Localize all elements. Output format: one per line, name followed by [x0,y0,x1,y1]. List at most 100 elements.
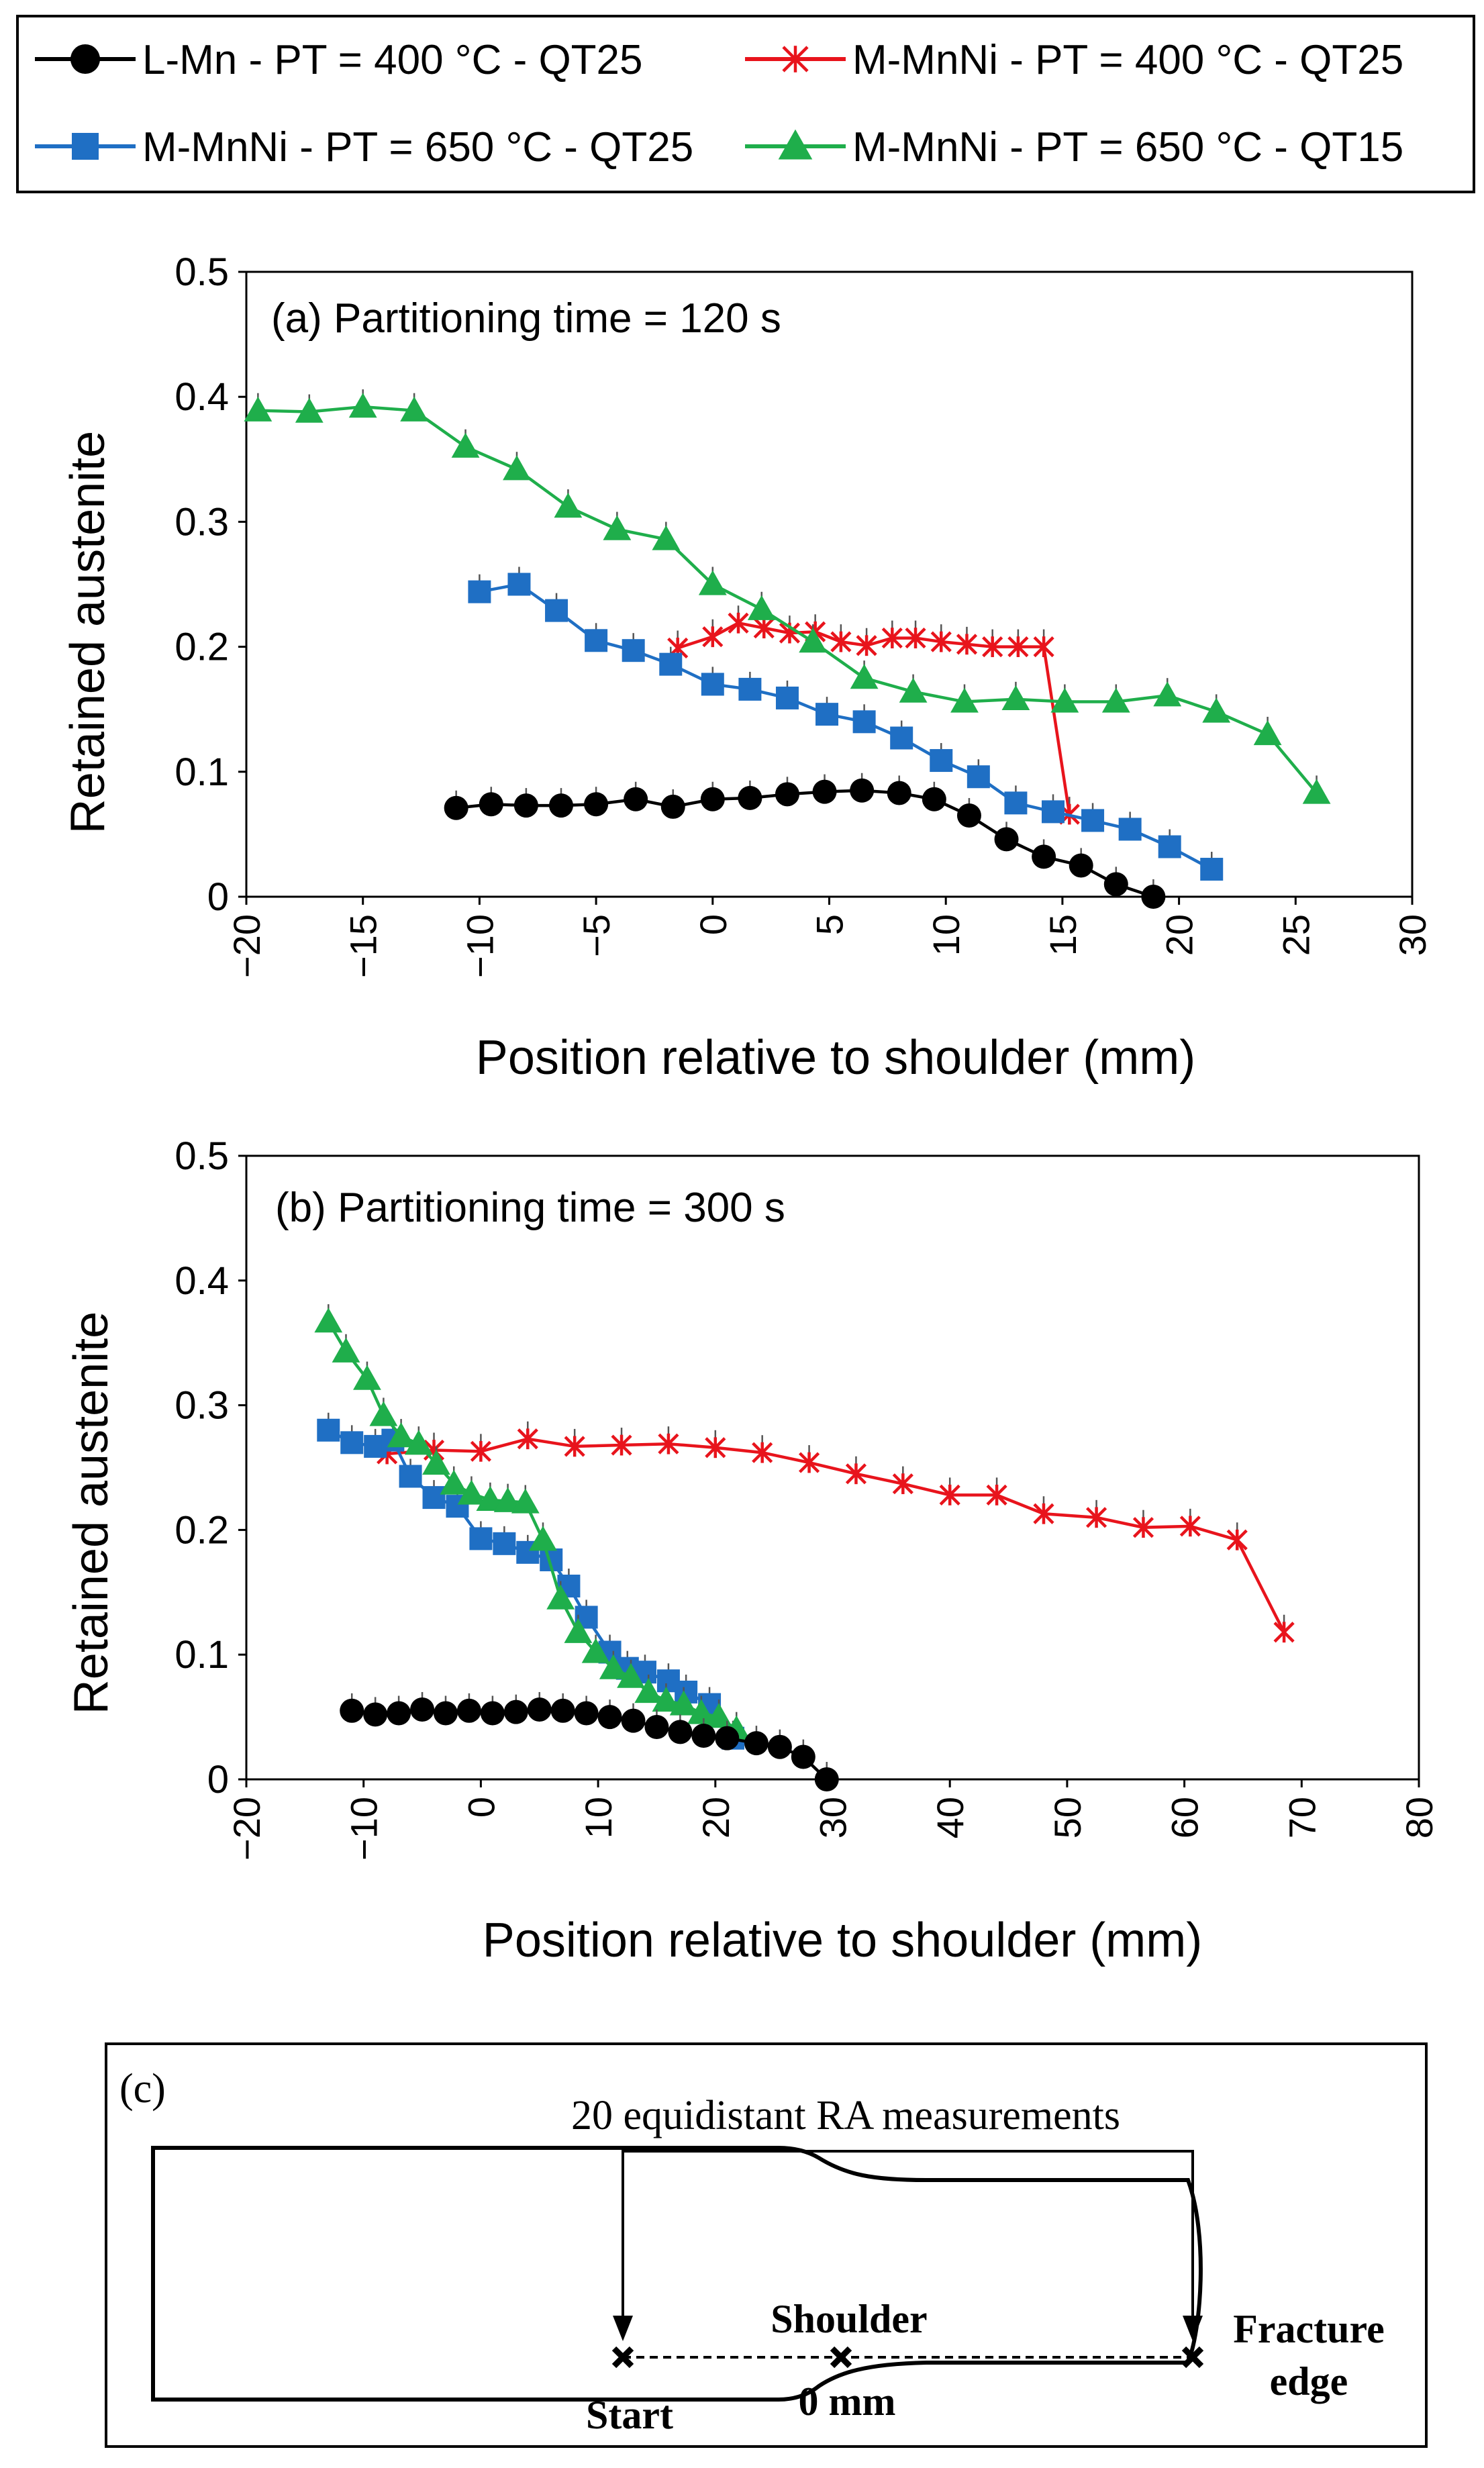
point-0-0-6 [660,794,685,819]
point-1-3-19 [652,1687,681,1712]
fracture-label-line1: Fracture [1233,2307,1384,2351]
panel-b-xlabel: Position relative to shoulder (mm) [483,1914,1202,1967]
point-0-0-17 [1069,853,1093,878]
legend-marker-1 [782,46,809,72]
point-0-2-3 [585,629,608,652]
point-1-0-13 [644,1714,669,1739]
point-1-3-5 [404,1430,433,1455]
point-1-1-6 [658,1433,679,1454]
measurement-bracket [622,2150,1194,2329]
point-1-1-4 [564,1436,585,1457]
point-0-0-3 [548,793,573,818]
point-1-0-1 [363,1702,388,1727]
point-0-2-4 [622,639,645,662]
point-0-3-18 [1153,681,1182,707]
point-1-0-8 [527,1697,552,1722]
point-0-1-7 [856,635,877,656]
series-line-1-1 [387,1437,1286,1633]
point-0-3-16 [1050,687,1079,713]
y-tick-label-1-1: 0.1 [175,1633,229,1677]
point-1-2-4 [399,1465,422,1488]
point-0-3-0 [244,396,273,422]
x-tick-label-1-10: 80 [1398,1797,1440,1838]
point-0-2-7 [738,677,762,701]
point-0-0-18 [1103,872,1128,897]
point-0-0-19 [1141,885,1166,909]
shoulder-marker [830,2346,852,2369]
legend-item-1: M-MnNi - PT = 400 °C - QT25 [745,37,1403,83]
point-1-2-7 [469,1527,493,1550]
legend-label-0: L-Mn - PT = 400 °C - QT25 [142,37,643,83]
point-0-3-20 [1253,720,1282,746]
point-1-3-1 [332,1337,360,1363]
arrow-start [613,2316,633,2341]
point-0-2-14 [1004,791,1028,815]
specimen-outline [151,2146,1203,2402]
point-1-3-21 [687,1699,715,1724]
point-0-2-18 [1158,835,1181,858]
point-1-0-12 [621,1708,646,1733]
panel-a: 00.10.20.30.40.5−20 −15 −10 −5 0 5 10 15 20 25 30 … [61,250,1434,1085]
start-marker [611,2346,634,2369]
point-1-2-8 [493,1532,516,1555]
point-0-0-4 [584,792,609,817]
point-0-2-5 [659,652,683,676]
x-tick-label-0-3: −5 [575,914,617,957]
point-0-1-13 [1007,636,1029,658]
x-tick-label-1-0: −20 [226,1797,268,1861]
x-tick-label-1-2: 0 [460,1797,502,1818]
point-1-0-16 [715,1726,740,1750]
x-tick-label-1-5: 30 [812,1797,854,1838]
point-0-3-8 [652,525,681,550]
fracture-marker [1181,2346,1204,2369]
series-line-0-1 [677,621,1071,815]
point-0-2-1 [507,573,531,596]
point-0-2-15 [1042,800,1065,824]
x-tick-label-0-0: −20 [226,914,268,978]
y-tick-label-1-4: 0.4 [175,1259,229,1303]
point-0-3-17 [1101,687,1130,713]
point-1-3-11 [511,1488,540,1514]
fracture-label-line2: edge [1270,2359,1348,2404]
x-tick-label-0-6: 10 [925,914,967,956]
point-0-0-7 [700,787,725,811]
point-1-3-12 [529,1526,557,1551]
series-0-3 [244,389,1331,804]
y-tick-label-0-0: 0 [207,875,229,919]
point-0-3-21 [1302,779,1331,804]
diagram-frame [105,2042,1428,2448]
point-0-3-19 [1202,697,1231,723]
legend-item-2: M-MnNi - PT = 650 °C - QT25 [35,124,693,170]
point-0-2-8 [775,686,799,709]
point-0-3-15 [1001,685,1030,710]
point-1-1-7 [705,1437,726,1459]
point-0-3-9 [698,570,727,595]
x-tick-label-0-2: −10 [458,914,501,978]
point-1-3-14 [564,1618,593,1643]
point-0-0-1 [479,792,503,817]
point-0-2-17 [1118,818,1142,841]
x-tick-label-0-10: 30 [1391,914,1434,956]
panel-b-ylabel: Retained austenite [64,1312,118,1714]
point-0-1-12 [982,636,1003,658]
point-1-2-0 [317,1418,340,1442]
series-line-0-3 [258,405,1318,794]
point-0-2-2 [545,599,568,622]
y-tick-label-0-5: 0.5 [175,250,229,294]
point-1-0-19 [791,1744,815,1769]
point-1-3-9 [476,1485,505,1511]
point-0-0-15 [994,827,1019,852]
x-tick-label-1-6: 40 [929,1797,971,1838]
y-tick-label-0-2: 0.2 [175,626,229,669]
y-tick-label-0-3: 0.3 [175,500,229,544]
point-1-3-10 [493,1487,522,1512]
point-0-3-3 [400,396,429,422]
legend-label-3: M-MnNi - PT = 650 °C - QT15 [852,124,1403,170]
point-0-1-3 [753,618,775,639]
point-1-0-9 [550,1698,575,1723]
point-0-3-6 [554,493,583,518]
point-0-0-13 [922,787,946,811]
point-1-0-7 [503,1699,528,1724]
point-1-1-12 [939,1484,960,1506]
point-1-1-15 [1085,1507,1107,1528]
